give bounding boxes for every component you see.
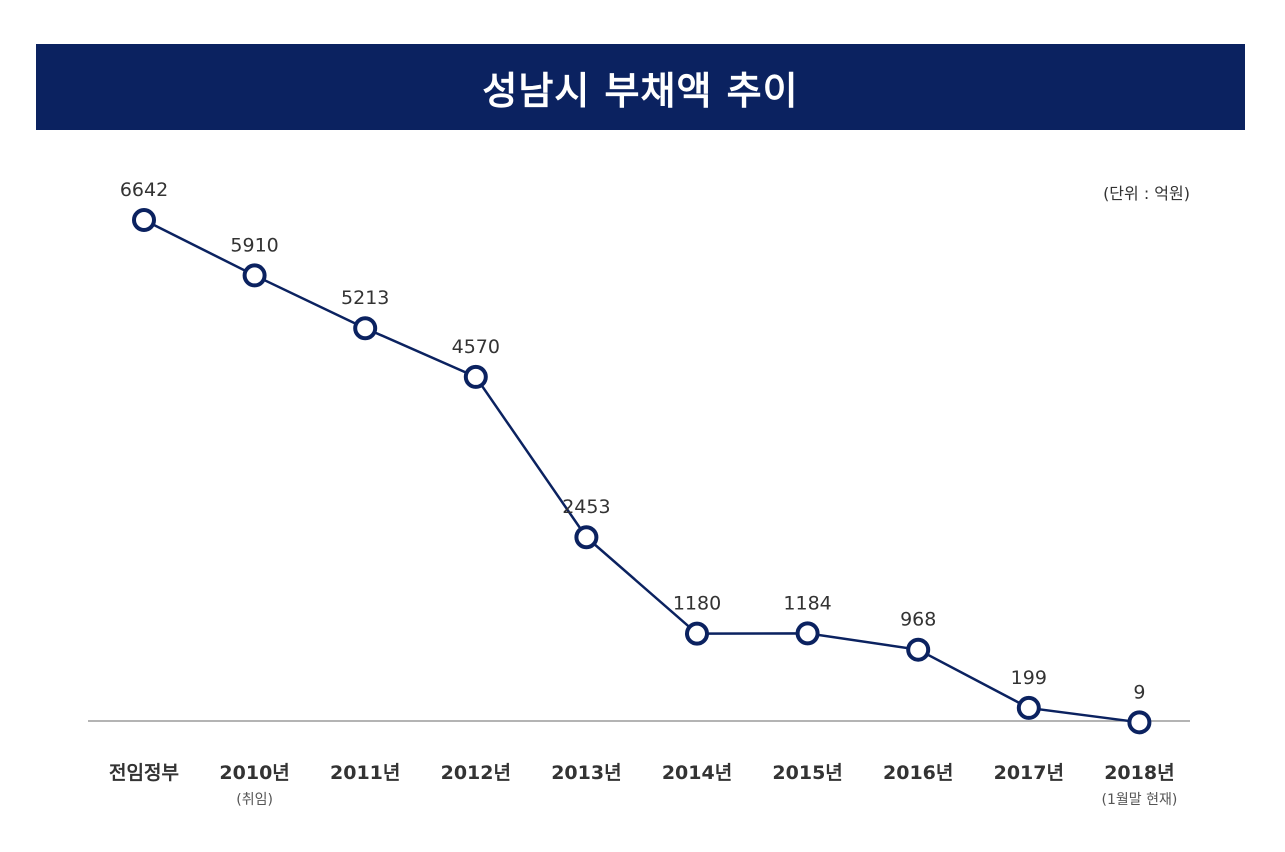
- x-tick-label: 2013년: [551, 762, 621, 784]
- data-label: 5213: [341, 287, 389, 309]
- data-label: 6642: [120, 179, 168, 201]
- x-tick-label: 2017년: [994, 762, 1064, 784]
- chart-title: 성남시 부채액 추이: [482, 68, 799, 113]
- data-label: 4570: [452, 336, 500, 358]
- x-tick-label: 2018년: [1104, 762, 1174, 784]
- x-tick-label: 전임정부: [109, 762, 179, 784]
- x-tick-label: 2015년: [772, 762, 842, 784]
- data-point: [242, 263, 267, 288]
- data-label: 5910: [230, 234, 278, 256]
- data-label: 968: [900, 609, 936, 631]
- series-line: [143, 218, 1140, 724]
- x-tick-label: 2014년: [662, 762, 732, 784]
- data-point: [685, 621, 709, 646]
- x-tick-label: 2016년: [883, 762, 953, 784]
- data-label: 9: [1133, 681, 1145, 703]
- data-point: [1016, 695, 1041, 720]
- x-tick-label: 2010년: [219, 762, 289, 784]
- data-point: [574, 525, 599, 550]
- unit-label: (단위 : 억원): [1103, 184, 1190, 203]
- data-point: [1127, 710, 1152, 735]
- data-point: [795, 621, 820, 646]
- data-point: [353, 316, 378, 341]
- x-tick-sublabel: (취임): [236, 792, 273, 808]
- chart-title-banner: 성남시 부채액 추이: [36, 44, 1245, 130]
- data-point: [463, 364, 488, 389]
- data-label: 199: [1011, 667, 1047, 689]
- x-tick-sublabel: (1월말 현재): [1101, 792, 1177, 808]
- data-point: [132, 208, 156, 232]
- data-label: 2453: [562, 496, 610, 518]
- x-tick-label: 2011년: [330, 762, 400, 784]
- x-tick-label: 2012년: [441, 762, 511, 784]
- data-point: [906, 637, 931, 662]
- data-label: 1184: [783, 592, 831, 614]
- data-label: 1180: [673, 593, 721, 615]
